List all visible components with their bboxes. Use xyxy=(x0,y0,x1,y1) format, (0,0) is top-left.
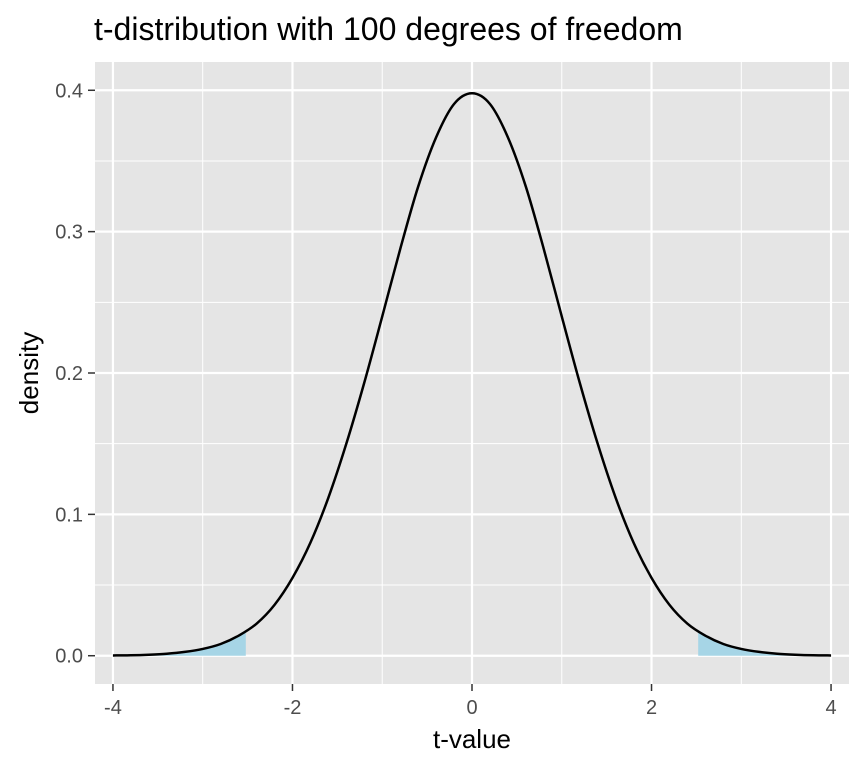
tail-area-2 xyxy=(698,630,832,656)
y-axis-ticks: 0.0 0.1 0.2 0.3 0.4 xyxy=(55,80,95,668)
x-tick-label-0: -4 xyxy=(104,697,122,719)
y-tick-label-3: 0.3 xyxy=(55,222,83,244)
chart-title: t-distribution with 100 degrees of freed… xyxy=(94,11,683,47)
x-tick-label-3: 2 xyxy=(646,697,657,719)
y-tick-label-1: 0.1 xyxy=(55,504,83,526)
x-tick-label-4: 4 xyxy=(825,697,836,719)
x-tick-label-1: -2 xyxy=(284,697,302,719)
x-tick-label-2: 0 xyxy=(466,697,477,719)
density-curve-group xyxy=(112,91,832,657)
y-axis-title: density xyxy=(14,332,44,414)
y-tick-label-4: 0.4 xyxy=(55,80,83,102)
x-axis-ticks: -4 -2 0 2 4 xyxy=(104,684,837,719)
tail-area-1 xyxy=(112,630,246,656)
major-gridlines xyxy=(95,62,849,684)
density-curve xyxy=(112,91,832,657)
x-axis-title: t-value xyxy=(433,724,511,754)
y-tick-label-2: 0.2 xyxy=(55,363,83,385)
shaded-tail-areas xyxy=(112,630,832,656)
y-tick-label-0: 0.0 xyxy=(55,646,83,668)
